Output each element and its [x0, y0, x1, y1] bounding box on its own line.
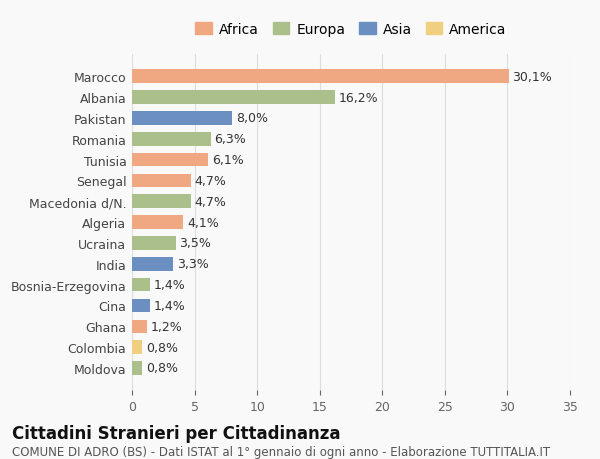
Text: 1,4%: 1,4%	[153, 299, 185, 312]
Text: 1,2%: 1,2%	[151, 320, 182, 333]
Bar	[132, 216, 184, 230]
Bar	[132, 133, 211, 146]
Text: 30,1%: 30,1%	[512, 71, 552, 84]
Bar	[132, 278, 149, 292]
Text: 3,5%: 3,5%	[179, 237, 211, 250]
Bar	[132, 257, 173, 271]
Bar	[132, 341, 142, 354]
Text: COMUNE DI ADRO (BS) - Dati ISTAT al 1° gennaio di ogni anno - Elaborazione TUTTI: COMUNE DI ADRO (BS) - Dati ISTAT al 1° g…	[12, 445, 550, 458]
Bar	[132, 299, 149, 313]
Text: 6,3%: 6,3%	[215, 133, 247, 146]
Text: 16,2%: 16,2%	[338, 91, 378, 104]
Text: 6,1%: 6,1%	[212, 154, 244, 167]
Text: 4,7%: 4,7%	[194, 196, 226, 208]
Text: 0,8%: 0,8%	[146, 362, 178, 375]
Bar	[132, 91, 335, 105]
Bar	[132, 361, 142, 375]
Legend: Africa, Europa, Asia, America: Africa, Europa, Asia, America	[191, 18, 511, 41]
Bar	[132, 320, 147, 333]
Bar	[132, 153, 208, 167]
Bar	[132, 70, 509, 84]
Bar	[132, 174, 191, 188]
Bar	[132, 195, 191, 208]
Text: 8,0%: 8,0%	[236, 112, 268, 125]
Text: Cittadini Stranieri per Cittadinanza: Cittadini Stranieri per Cittadinanza	[12, 425, 341, 442]
Text: 4,7%: 4,7%	[194, 174, 226, 188]
Text: 1,4%: 1,4%	[153, 279, 185, 291]
Text: 4,1%: 4,1%	[187, 216, 219, 229]
Bar	[132, 237, 176, 250]
Text: 0,8%: 0,8%	[146, 341, 178, 354]
Text: 3,3%: 3,3%	[177, 257, 209, 271]
Bar	[132, 112, 232, 125]
